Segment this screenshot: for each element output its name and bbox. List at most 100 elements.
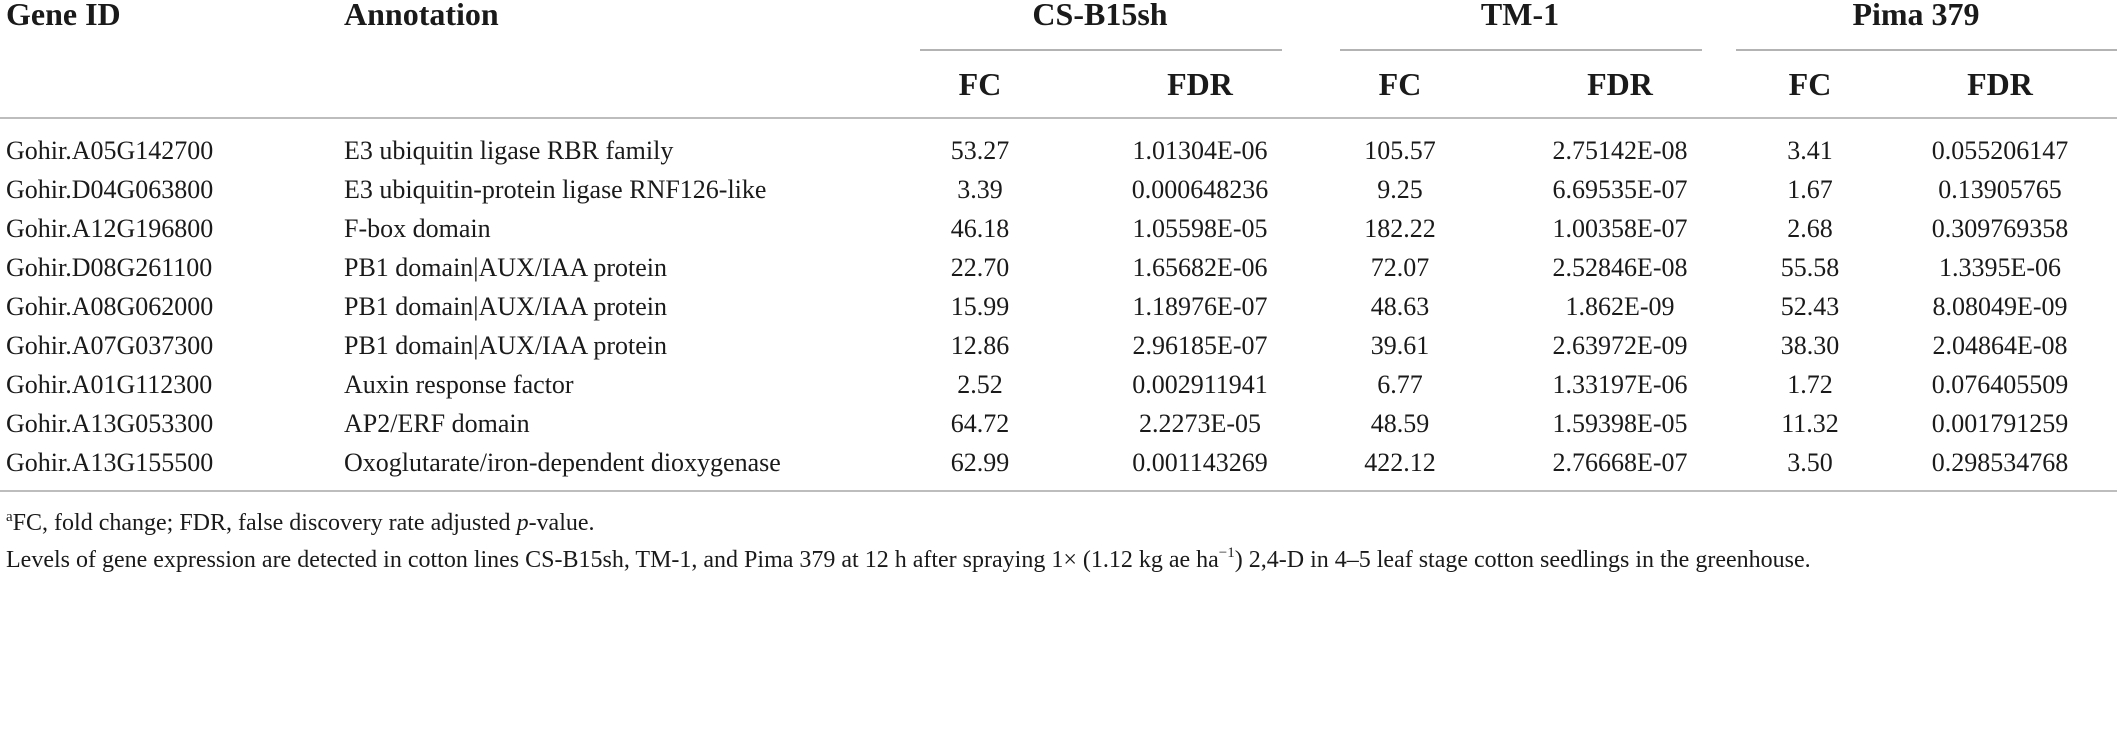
cell-pima-fdr: 0.13905765 <box>1938 175 2062 204</box>
cell-pima-fc: 1.67 <box>1787 175 1833 204</box>
cell-gene-id: Gohir.A13G155500 <box>6 448 214 477</box>
cell-cs-fdr: 1.01304E-06 <box>1132 136 1268 165</box>
footnote-superscript: −1 <box>1218 545 1235 561</box>
footnote-marker: a <box>6 509 13 525</box>
cell-pima-fdr: 0.001791259 <box>1931 409 2069 438</box>
cell-cs-fc: 53.27 <box>950 136 1010 165</box>
cell-tm-fdr: 1.33197E-06 <box>1552 370 1688 399</box>
cell-gene-id: Gohir.A05G142700 <box>6 136 214 165</box>
table-row: Gohir.A05G142700 E3 ubiquitin ligase RBR… <box>0 125 2117 177</box>
cell-tm-fdr: 6.69535E-07 <box>1552 175 1688 204</box>
cell-pima-fc: 11.32 <box>1781 409 1839 438</box>
cell-pima-fdr: 2.04864E-08 <box>1932 331 2068 360</box>
cell-cs-fc: 2.52 <box>957 370 1003 399</box>
cell-cs-fc: 3.39 <box>957 175 1003 204</box>
subheader-tm-fc: FC <box>1378 66 1422 102</box>
cell-cs-fc: 46.18 <box>950 214 1010 243</box>
cell-annotation: F-box domain <box>344 214 491 243</box>
subheader-cs-fdr: FDR <box>1167 66 1233 102</box>
header-group-pima-379: Pima 379 <box>1852 0 1980 32</box>
cell-cs-fdr: 2.96185E-07 <box>1132 331 1268 360</box>
header-group-tm-1: TM-1 <box>1480 0 1560 32</box>
cell-pima-fdr: 1.3395E-06 <box>1938 253 2062 282</box>
cell-annotation: AP2/ERF domain <box>344 409 530 438</box>
cell-pima-fdr: 0.055206147 <box>1931 136 2069 165</box>
cell-annotation: Oxoglutarate/iron-dependent dioxygenase <box>344 448 781 477</box>
cell-cs-fdr: 0.000648236 <box>1131 175 1269 204</box>
subheader-pima-fc: FC <box>1788 66 1832 102</box>
cell-gene-id: Gohir.A08G062000 <box>6 292 214 321</box>
cell-tm-fc: 9.25 <box>1377 175 1423 204</box>
table-row: Gohir.A13G155500 Oxoglutarate/iron-depen… <box>0 437 2117 489</box>
table-row: Gohir.A12G196800 F-box domain 46.18 1.05… <box>0 203 2117 255</box>
cell-pima-fdr: 0.309769358 <box>1931 214 2069 243</box>
cell-cs-fdr: 0.002911941 <box>1132 370 1268 399</box>
group-rule-cs-b15sh <box>920 49 1282 51</box>
cell-gene-id: Gohir.A12G196800 <box>6 214 214 243</box>
cell-gene-id: Gohir.A13G053300 <box>6 409 214 438</box>
table-row: Gohir.A01G112300 Auxin response factor 2… <box>0 359 2117 411</box>
cell-cs-fdr: 1.05598E-05 <box>1132 214 1268 243</box>
cell-cs-fc: 12.86 <box>950 331 1010 360</box>
cell-pima-fc: 3.50 <box>1787 448 1833 477</box>
cell-tm-fdr: 1.00358E-07 <box>1552 214 1688 243</box>
table-row: Gohir.D04G063800 E3 ubiquitin-protein li… <box>0 164 2117 216</box>
group-rule-tm-1 <box>1340 49 1702 51</box>
cell-tm-fc: 48.63 <box>1370 292 1430 321</box>
cell-tm-fdr: 2.63972E-09 <box>1552 331 1688 360</box>
cell-pima-fdr: 0.076405509 <box>1931 370 2069 399</box>
subheader-cs-fc: FC <box>958 66 1002 102</box>
table-row: Gohir.A07G037300 PB1 domain|AUX/IAA prot… <box>0 320 2117 372</box>
cell-pima-fdr: 8.08049E-09 <box>1932 292 2068 321</box>
cell-cs-fdr: 2.2273E-05 <box>1138 409 1262 438</box>
header-group-cs-b15sh: CS-B15sh <box>1032 0 1168 32</box>
cell-cs-fc: 64.72 <box>950 409 1010 438</box>
cell-tm-fc: 422.12 <box>1364 448 1436 477</box>
cell-tm-fdr: 2.75142E-08 <box>1552 136 1688 165</box>
table-row: Gohir.D08G261100 PB1 domain|AUX/IAA prot… <box>0 242 2117 294</box>
footnote-italic: p <box>516 510 529 536</box>
header-gene-id: Gene ID <box>6 0 121 32</box>
cell-pima-fc: 3.41 <box>1787 136 1833 165</box>
cell-pima-fc: 1.72 <box>1787 370 1833 399</box>
footnote-text: Levels of gene expression are detected i… <box>6 547 1219 573</box>
cell-tm-fdr: 2.52846E-08 <box>1552 253 1688 282</box>
cell-tm-fdr: 2.76668E-07 <box>1552 448 1688 477</box>
header-bottom-rule <box>0 117 2117 119</box>
cell-pima-fc: 52.43 <box>1780 292 1840 321</box>
table-row: Gohir.A13G053300 AP2/ERF domain 64.72 2.… <box>0 398 2117 450</box>
header-annotation: Annotation <box>344 0 499 32</box>
cell-pima-fc: 2.68 <box>1787 214 1833 243</box>
cell-pima-fc: 55.58 <box>1780 253 1840 282</box>
cell-cs-fc: 22.70 <box>950 253 1010 282</box>
table-row: Gohir.A08G062000 PB1 domain|AUX/IAA prot… <box>0 281 2117 333</box>
group-rule-pima-379 <box>1736 49 2117 51</box>
footnote-abbreviations: aFC, fold change; FDR, false discovery r… <box>6 502 595 538</box>
cell-gene-id: Gohir.A07G037300 <box>6 331 214 360</box>
cell-tm-fc: 72.07 <box>1370 253 1430 282</box>
cell-annotation: Auxin response factor <box>344 370 574 399</box>
footnote-text-end: -value. <box>528 510 595 536</box>
cell-tm-fc: 6.77 <box>1377 370 1423 399</box>
cell-tm-fc: 48.59 <box>1370 409 1430 438</box>
cell-tm-fdr: 1.862E-09 <box>1565 292 1675 321</box>
cell-tm-fc: 105.57 <box>1364 136 1436 165</box>
cell-gene-id: Gohir.D08G261100 <box>6 253 213 282</box>
table-bottom-rule <box>0 490 2117 492</box>
cell-gene-id: Gohir.A01G112300 <box>6 370 213 399</box>
cell-annotation: PB1 domain|AUX/IAA protein <box>344 331 667 360</box>
subheader-tm-fdr: FDR <box>1587 66 1653 102</box>
cell-tm-fc: 39.61 <box>1370 331 1430 360</box>
cell-cs-fdr: 1.65682E-06 <box>1132 253 1268 282</box>
footnote-text: FC, fold change; FDR, false discovery ra… <box>12 510 517 536</box>
cell-annotation: PB1 domain|AUX/IAA protein <box>344 253 667 282</box>
footnote-conditions: Levels of gene expression are detected i… <box>6 538 1811 575</box>
cell-tm-fdr: 1.59398E-05 <box>1552 409 1688 438</box>
cell-cs-fdr: 1.18976E-07 <box>1132 292 1268 321</box>
footnote-text-end: ) 2,4-D in 4–5 leaf stage cotton seedlin… <box>1234 547 1811 573</box>
cell-cs-fc: 62.99 <box>950 448 1010 477</box>
cell-pima-fc: 38.30 <box>1780 331 1840 360</box>
cell-tm-fc: 182.22 <box>1364 214 1436 243</box>
cell-annotation: PB1 domain|AUX/IAA protein <box>344 292 667 321</box>
cell-annotation: E3 ubiquitin ligase RBR family <box>344 136 674 165</box>
